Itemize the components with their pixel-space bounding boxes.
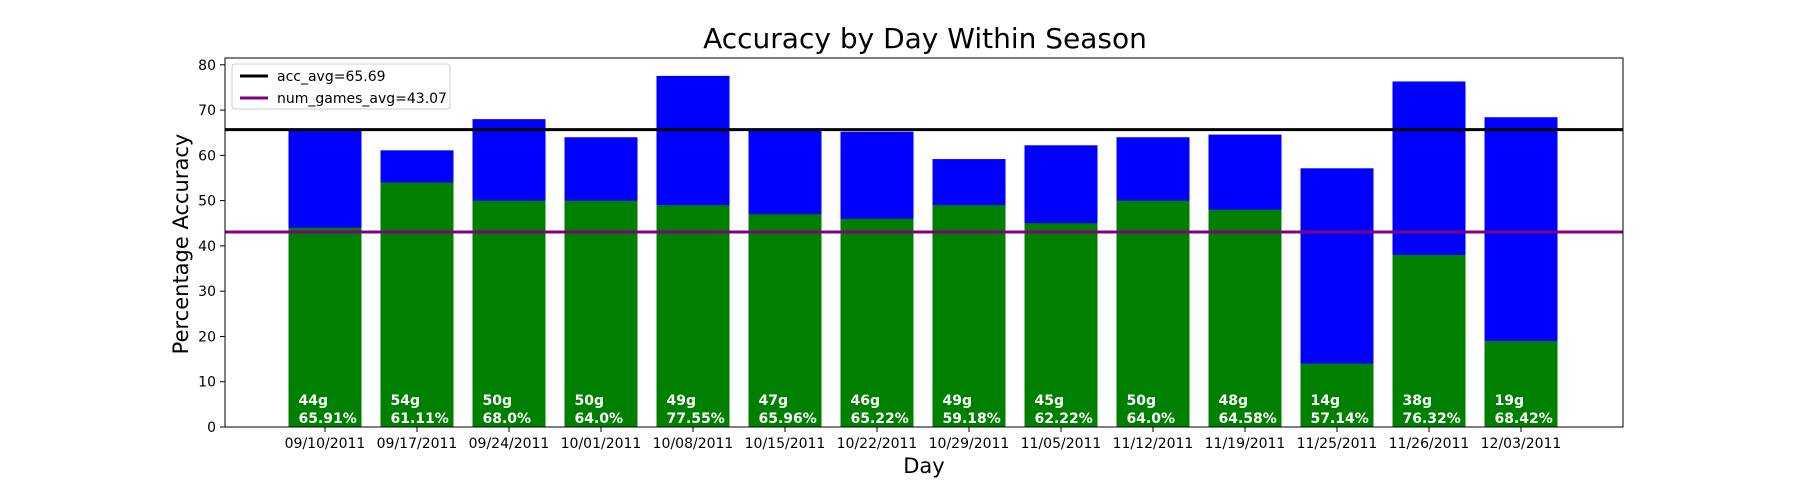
x-axis-label: Day — [903, 454, 944, 478]
x-tick-label: 09/24/2011 — [469, 436, 550, 452]
y-tick-label: 0 — [207, 420, 216, 436]
games-bar — [748, 214, 822, 427]
bar-games-label: 54g — [391, 393, 421, 409]
y-tick-label: 30 — [198, 284, 216, 300]
bar-accuracy-label: 65.22% — [851, 411, 909, 427]
y-tick-label: 20 — [198, 329, 216, 345]
bar-games-label: 50g — [575, 393, 605, 409]
x-tick-label: 11/19/2011 — [1205, 436, 1286, 452]
bar-accuracy-label: 62.22% — [1035, 411, 1093, 427]
bar-games-label: 48g — [1219, 393, 1249, 409]
x-tick-label: 11/05/2011 — [1021, 436, 1102, 452]
y-tick-label: 40 — [198, 239, 216, 255]
y-tick-label: 60 — [198, 148, 216, 164]
games-bar — [472, 200, 546, 427]
games-bar — [1484, 340, 1558, 427]
games-bar — [564, 200, 638, 427]
legend: acc_avg=65.69 num_games_avg=43.07 — [231, 63, 451, 110]
bar-accuracy-label: 59.18% — [943, 411, 1001, 427]
y-axis-label: Percentage Accuracy — [169, 134, 193, 355]
x-tick-label: 09/17/2011 — [377, 436, 458, 452]
games-bar — [1392, 254, 1466, 427]
bar-accuracy-label: 76.32% — [1403, 411, 1461, 427]
bar-accuracy-label: 64.58% — [1219, 411, 1277, 427]
bar-games-label: 38g — [1403, 393, 1433, 409]
bar-accuracy-label: 68.42% — [1495, 411, 1553, 427]
y-tick-label: 50 — [198, 194, 216, 210]
x-tick-label: 10/15/2011 — [745, 436, 826, 452]
x-tick-label: 12/03/2011 — [1481, 436, 1562, 452]
bar-games-label: 46g — [851, 393, 881, 409]
bar-accuracy-label: 65.96% — [759, 411, 817, 427]
bar-games-label: 50g — [1127, 393, 1157, 409]
plot-frame — [224, 57, 1624, 428]
y-tick-label: 10 — [198, 375, 216, 391]
bar-accuracy-label: 64.0% — [575, 411, 624, 427]
x-tick-label: 10/08/2011 — [653, 436, 734, 452]
bar-games-label: 14g — [1311, 393, 1341, 409]
bar-accuracy-label: 68.0% — [483, 411, 532, 427]
bar-accuracy-label: 65.91% — [299, 411, 357, 427]
x-tick-label: 10/29/2011 — [929, 436, 1010, 452]
x-tick-label: 11/26/2011 — [1389, 436, 1470, 452]
bar-accuracy-label: 61.11% — [391, 411, 449, 427]
bar-accuracy-label: 64.0% — [1127, 411, 1176, 427]
plot-area: 44g 65.91% 54g 61.11% 50g 68.0% 50g 64.0% 49g 77.… — [198, 57, 1624, 452]
x-tick-label: 11/25/2011 — [1297, 436, 1378, 452]
legend-box — [231, 63, 451, 110]
chart-title: Accuracy by Day Within Season — [703, 22, 1147, 55]
games-bar — [932, 205, 1006, 427]
games-bar — [656, 205, 730, 427]
games-bar — [1024, 223, 1098, 427]
legend-entry: acc_avg=65.69 — [277, 69, 386, 85]
bar-games-label: 44g — [299, 393, 329, 409]
y-tick-label: 70 — [198, 103, 216, 119]
bar-games-label: 45g — [1035, 393, 1065, 409]
bar-games-label: 49g — [943, 393, 973, 409]
bar-accuracy-label: 57.14% — [1311, 411, 1369, 427]
x-tick-label: 10/01/2011 — [561, 436, 642, 452]
bar-games-label: 49g — [667, 393, 697, 409]
games-bar — [1300, 363, 1374, 427]
y-tick-label: 80 — [198, 58, 216, 74]
games-bar — [1208, 209, 1282, 427]
games-bar — [288, 227, 362, 427]
legend-entry: num_games_avg=43.07 — [277, 91, 447, 107]
games-bar — [380, 182, 454, 427]
games-bar — [1116, 200, 1190, 427]
games-bar — [840, 218, 914, 427]
bar-games-label: 50g — [483, 393, 513, 409]
x-tick-label: 09/10/2011 — [285, 436, 366, 452]
bar-accuracy-label: 77.55% — [667, 411, 725, 427]
bar-games-label: 19g — [1495, 393, 1525, 409]
bar-games-label: 47g — [759, 393, 789, 409]
x-tick-label: 10/22/2011 — [837, 436, 918, 452]
x-tick-label: 11/12/2011 — [1113, 436, 1194, 452]
